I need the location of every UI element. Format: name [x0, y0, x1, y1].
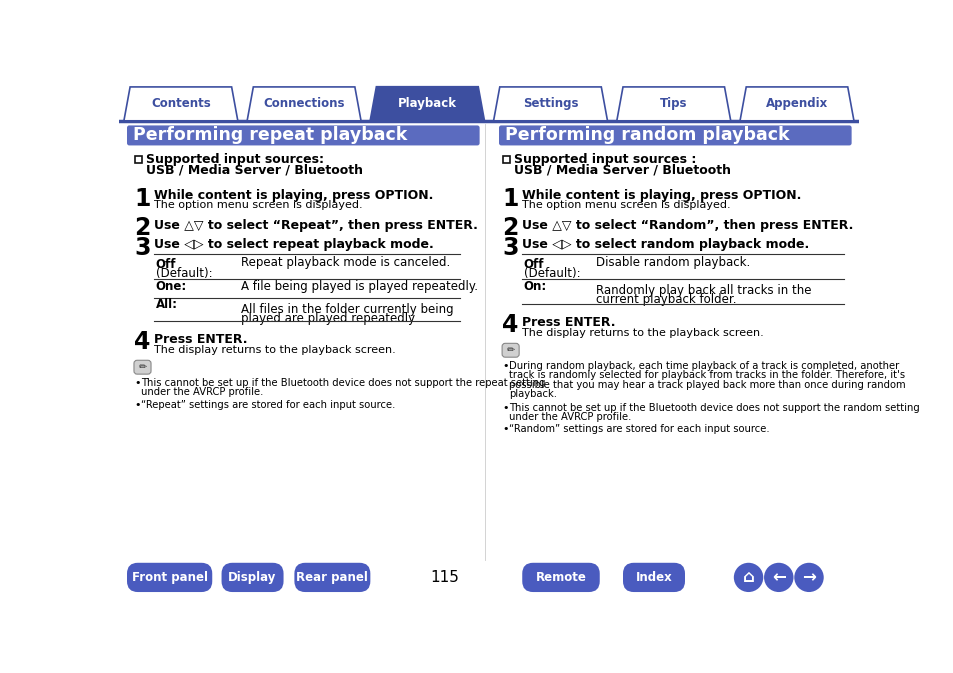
Text: ✏: ✏: [506, 345, 515, 355]
FancyBboxPatch shape: [498, 125, 851, 145]
Text: •: •: [134, 378, 141, 388]
Circle shape: [794, 563, 822, 592]
Text: Appendix: Appendix: [765, 98, 827, 110]
Text: “Random” settings are stored for each input source.: “Random” settings are stored for each in…: [509, 424, 769, 434]
FancyBboxPatch shape: [127, 125, 479, 145]
Text: One:: One:: [155, 280, 187, 293]
Text: Performing repeat playback: Performing repeat playback: [133, 127, 407, 145]
Text: played are played repeatedly.: played are played repeatedly.: [241, 312, 416, 325]
Text: 1: 1: [501, 187, 517, 211]
Text: USB / Media Server / Bluetooth: USB / Media Server / Bluetooth: [513, 164, 730, 176]
Text: Rear panel: Rear panel: [296, 571, 368, 584]
Text: playback.: playback.: [509, 389, 557, 399]
Polygon shape: [370, 87, 484, 120]
Text: Press ENTER.: Press ENTER.: [521, 316, 615, 328]
Text: During random playback, each time playback of a track is completed, another: During random playback, each time playba…: [509, 361, 899, 371]
Circle shape: [733, 563, 762, 592]
Text: •: •: [502, 402, 509, 413]
Text: This cannot be set up if the Bluetooth device does not support the repeat settin: This cannot be set up if the Bluetooth d…: [141, 378, 545, 388]
Text: Performing random playback: Performing random playback: [505, 127, 789, 145]
Bar: [134, 156, 142, 163]
Text: •: •: [502, 361, 509, 371]
Polygon shape: [740, 87, 853, 120]
Text: A file being played is played repeatedly.: A file being played is played repeatedly…: [241, 280, 477, 293]
Text: 3: 3: [501, 236, 518, 260]
FancyBboxPatch shape: [133, 360, 151, 374]
Text: The option menu screen is displayed.: The option menu screen is displayed.: [154, 200, 362, 210]
Text: Use ◁▷ to select random playback mode.: Use ◁▷ to select random playback mode.: [521, 238, 809, 251]
Text: 3: 3: [133, 236, 151, 260]
Text: Contents: Contents: [151, 98, 211, 110]
Text: Tips: Tips: [659, 98, 687, 110]
Polygon shape: [617, 87, 730, 120]
Text: track is randomly selected for playback from tracks in the folder. Therefore, it: track is randomly selected for playback …: [509, 370, 904, 380]
Text: ✏: ✏: [138, 362, 147, 372]
Text: Use △▽ to select “Repeat”, then press ENTER.: Use △▽ to select “Repeat”, then press EN…: [154, 219, 477, 232]
FancyBboxPatch shape: [127, 563, 212, 592]
Text: Press ENTER.: Press ENTER.: [154, 332, 248, 345]
Bar: [502, 156, 509, 163]
FancyBboxPatch shape: [501, 343, 518, 357]
Text: This cannot be set up if the Bluetooth device does not support the random settin: This cannot be set up if the Bluetooth d…: [509, 402, 919, 413]
Text: Supported input sources:: Supported input sources:: [146, 153, 323, 166]
Text: •: •: [134, 400, 141, 410]
Text: 4: 4: [133, 330, 151, 354]
Text: →: →: [801, 569, 815, 586]
Text: under the AVRCP profile.: under the AVRCP profile.: [509, 412, 631, 422]
Text: Disable random playback.: Disable random playback.: [596, 256, 749, 269]
Text: 2: 2: [501, 216, 517, 240]
Polygon shape: [493, 87, 607, 120]
Circle shape: [763, 563, 793, 592]
Text: Use ◁▷ to select repeat playback mode.: Use ◁▷ to select repeat playback mode.: [154, 238, 434, 251]
Text: (Default):: (Default):: [155, 267, 213, 280]
Text: USB / Media Server / Bluetooth: USB / Media Server / Bluetooth: [146, 164, 362, 176]
Text: All files in the folder currently being: All files in the folder currently being: [241, 303, 453, 316]
FancyBboxPatch shape: [521, 563, 599, 592]
FancyBboxPatch shape: [221, 563, 283, 592]
Text: under the AVRCP profile.: under the AVRCP profile.: [141, 387, 263, 397]
Text: Remote: Remote: [535, 571, 586, 584]
Text: Off: Off: [155, 258, 176, 271]
Polygon shape: [124, 87, 237, 120]
Text: Repeat playback mode is canceled.: Repeat playback mode is canceled.: [241, 256, 450, 269]
Text: While content is playing, press OPTION.: While content is playing, press OPTION.: [154, 189, 433, 203]
FancyBboxPatch shape: [622, 563, 684, 592]
Text: Supported input sources :: Supported input sources :: [513, 153, 696, 166]
Text: 1: 1: [133, 187, 151, 211]
Text: Playback: Playback: [397, 98, 456, 110]
Text: While content is playing, press OPTION.: While content is playing, press OPTION.: [521, 189, 801, 203]
FancyBboxPatch shape: [294, 563, 370, 592]
Text: (Default):: (Default):: [523, 267, 579, 280]
Text: Use △▽ to select “Random”, then press ENTER.: Use △▽ to select “Random”, then press EN…: [521, 219, 853, 232]
Text: 2: 2: [133, 216, 151, 240]
Text: All:: All:: [155, 298, 177, 312]
Text: possible that you may hear a track played back more than once during random: possible that you may hear a track playe…: [509, 380, 904, 390]
Text: •: •: [502, 424, 509, 434]
Text: Connections: Connections: [263, 98, 344, 110]
Text: Index: Index: [635, 571, 672, 584]
Text: On:: On:: [523, 280, 546, 293]
Text: The display returns to the playback screen.: The display returns to the playback scre…: [154, 345, 395, 355]
Text: ⌂: ⌂: [741, 569, 754, 586]
Text: Settings: Settings: [522, 98, 578, 110]
Text: Front panel: Front panel: [132, 571, 208, 584]
Text: current playback folder.: current playback folder.: [596, 293, 736, 306]
Text: Randomly play back all tracks in the: Randomly play back all tracks in the: [596, 284, 810, 297]
Text: 115: 115: [430, 570, 458, 585]
Text: The display returns to the playback screen.: The display returns to the playback scre…: [521, 328, 763, 338]
Text: 4: 4: [501, 314, 517, 337]
Text: ←: ←: [771, 569, 785, 586]
Text: The option menu screen is displayed.: The option menu screen is displayed.: [521, 200, 730, 210]
Text: “Repeat” settings are stored for each input source.: “Repeat” settings are stored for each in…: [141, 400, 395, 410]
Text: Display: Display: [228, 571, 276, 584]
Text: Off: Off: [523, 258, 544, 271]
Polygon shape: [247, 87, 360, 120]
